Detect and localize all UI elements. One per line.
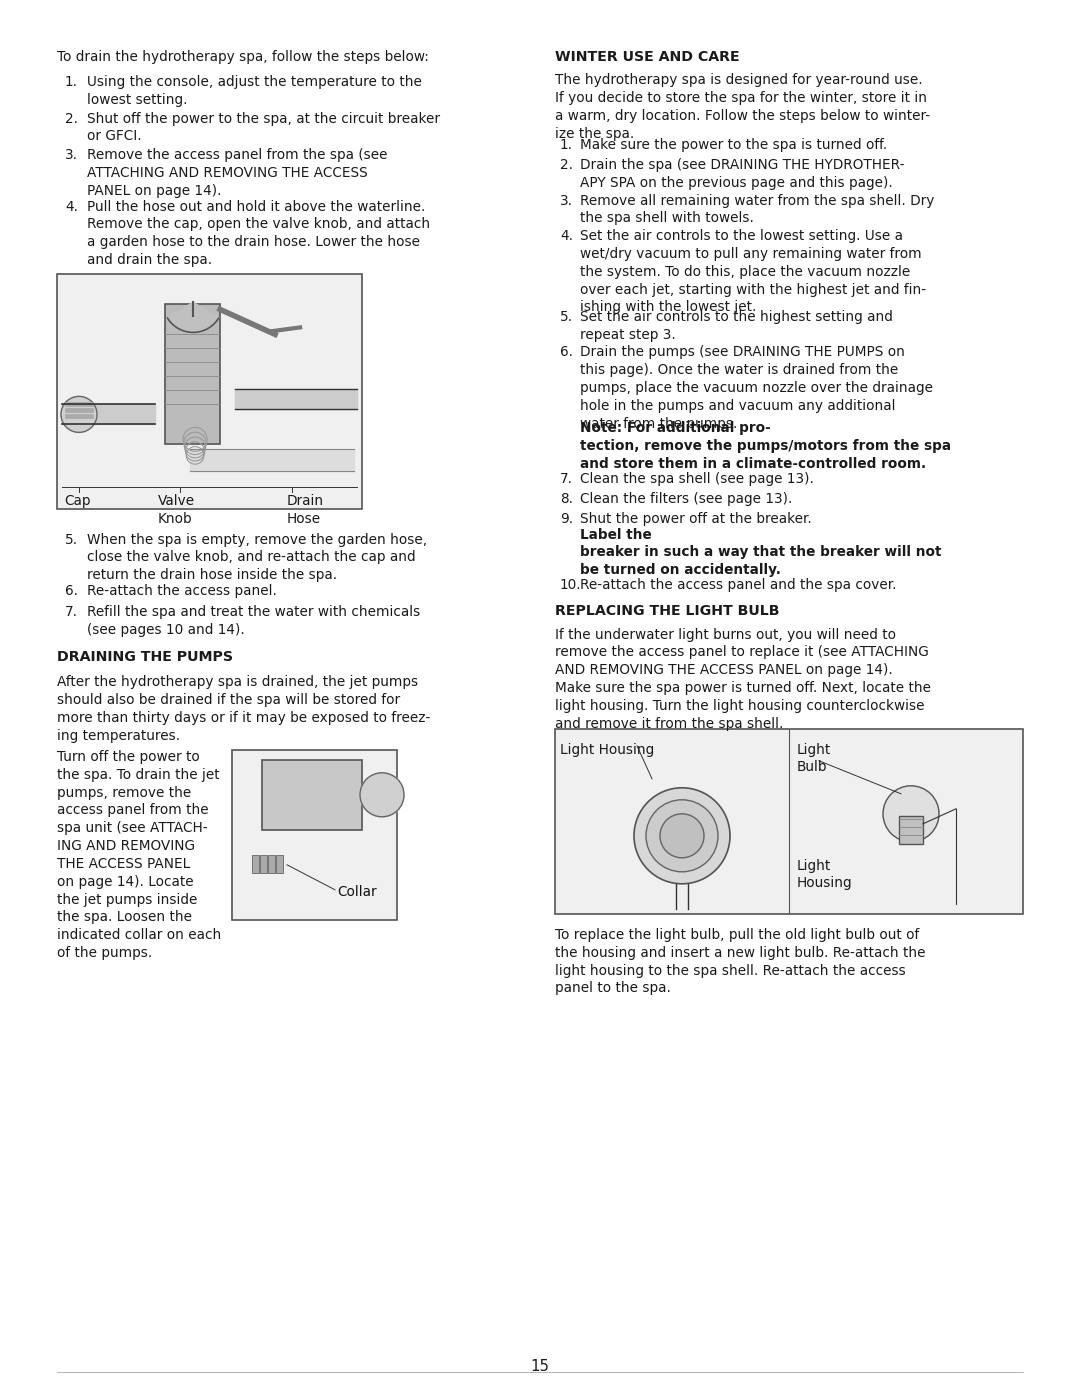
Text: REPLACING THE LIGHT BULB: REPLACING THE LIGHT BULB (555, 605, 780, 619)
Text: To drain the hydrotherapy spa, follow the steps below:: To drain the hydrotherapy spa, follow th… (57, 50, 429, 64)
Text: Clean the filters (see page 13).: Clean the filters (see page 13). (580, 492, 793, 506)
Bar (252, 855, 259, 873)
Text: 3.: 3. (65, 148, 78, 162)
Bar (65, 402, 93, 407)
Text: The hydrotherapy spa is designed for year-round use.
If you decide to store the : The hydrotherapy spa is designed for yea… (555, 73, 930, 141)
Text: Turn off the power to
the spa. To drain the jet
pumps, remove the
access panel f: Turn off the power to the spa. To drain … (57, 750, 221, 960)
Text: 8.: 8. (561, 492, 573, 506)
Text: Collar: Collar (337, 884, 377, 898)
Text: If the underwater light burns out, you will need to
remove the access panel to r: If the underwater light burns out, you w… (555, 627, 931, 731)
Text: When the spa is empty, remove the garden hose,
close the valve knob, and re-atta: When the spa is empty, remove the garden… (87, 532, 427, 583)
Text: Light
Housing: Light Housing (797, 859, 852, 890)
Text: 2.: 2. (561, 158, 573, 172)
Text: Set the air controls to the highest setting and
repeat step 3.: Set the air controls to the highest sett… (580, 310, 893, 342)
Text: Remove the access panel from the spa (see
ATTACHING AND REMOVING THE ACCESS
PANE: Remove the access panel from the spa (se… (87, 148, 388, 198)
Text: 7.: 7. (561, 472, 573, 486)
Circle shape (60, 397, 97, 433)
Bar (165, 305, 220, 444)
Text: Refill the spa and treat the water with chemicals
(see pages 10 and 14).: Refill the spa and treat the water with … (87, 605, 420, 637)
Bar (65, 408, 93, 412)
Text: Drain
Hose: Drain Hose (287, 495, 324, 525)
Text: Shut the power off at the breaker.: Shut the power off at the breaker. (580, 513, 816, 527)
Text: 4.: 4. (561, 229, 573, 243)
Text: Light
Bulb: Light Bulb (797, 743, 832, 774)
Text: Cap: Cap (64, 495, 91, 509)
Text: Remove all remaining water from the spa shell. Dry
the spa shell with towels.: Remove all remaining water from the spa … (580, 194, 934, 225)
Text: Set the air controls to the lowest setting. Use a
wet/dry vacuum to pull any rem: Set the air controls to the lowest setti… (580, 229, 927, 314)
Bar (555, 729, 1023, 914)
Text: 1.: 1. (561, 138, 573, 152)
Circle shape (646, 800, 718, 872)
Text: Light Housing: Light Housing (561, 743, 654, 757)
Text: Pull the hose out and hold it above the waterline.
Remove the cap, open the valv: Pull the hose out and hold it above the … (87, 200, 430, 267)
Text: To replace the light bulb, pull the old light bulb out of
the housing and insert: To replace the light bulb, pull the old … (555, 928, 926, 995)
Circle shape (660, 814, 704, 858)
Text: 1.: 1. (65, 75, 78, 89)
Text: WINTER USE AND CARE: WINTER USE AND CARE (555, 50, 740, 64)
Text: 9.: 9. (561, 513, 573, 527)
Text: Drain the pumps (see DRAINING THE PUMPS on
this page). Once the water is drained: Drain the pumps (see DRAINING THE PUMPS … (580, 345, 933, 430)
Bar (899, 816, 923, 844)
Text: Label the
breaker in such a way that the breaker will not
be turned on accidenta: Label the breaker in such a way that the… (580, 528, 942, 577)
Text: DRAINING THE PUMPS: DRAINING THE PUMPS (57, 650, 233, 664)
Circle shape (360, 773, 404, 817)
Text: 6.: 6. (561, 345, 573, 359)
Text: 2.: 2. (65, 112, 78, 126)
Circle shape (883, 785, 939, 842)
Bar (57, 274, 362, 510)
Text: Re-attach the access panel and the spa cover.: Re-attach the access panel and the spa c… (580, 578, 896, 592)
Text: Clean the spa shell (see page 13).: Clean the spa shell (see page 13). (580, 472, 814, 486)
Text: Re-attach the access panel.: Re-attach the access panel. (87, 584, 276, 598)
Bar (262, 760, 362, 830)
Text: 7.: 7. (65, 605, 78, 619)
Bar (268, 855, 275, 873)
Bar (65, 415, 93, 418)
Text: Make sure the power to the spa is turned off.: Make sure the power to the spa is turned… (580, 138, 888, 152)
Text: After the hydrotherapy spa is drained, the jet pumps
should also be drained if t: After the hydrotherapy spa is drained, t… (57, 675, 430, 743)
Circle shape (634, 788, 730, 884)
Wedge shape (167, 302, 219, 332)
Text: 5.: 5. (65, 532, 78, 546)
Text: Using the console, adjust the temperature to the
lowest setting.: Using the console, adjust the temperatur… (87, 75, 422, 108)
Text: 3.: 3. (561, 194, 573, 208)
Text: 4.: 4. (65, 200, 78, 214)
Text: 5.: 5. (561, 310, 573, 324)
Text: 10.: 10. (561, 578, 582, 592)
Text: Shut off the power to the spa, at the circuit breaker
or GFCI.: Shut off the power to the spa, at the ci… (87, 112, 440, 144)
Bar (232, 750, 397, 919)
Text: 15: 15 (530, 1359, 550, 1375)
Bar (260, 855, 267, 873)
Bar (276, 855, 283, 873)
Text: Note: For additional pro-
tection, remove the pumps/motors from the spa
and stor: Note: For additional pro- tection, remov… (580, 422, 951, 471)
Text: 6.: 6. (65, 584, 78, 598)
Text: Valve
Knob: Valve Knob (158, 495, 195, 525)
Text: Drain the spa (see DRAINING THE HYDROTHER-
APY SPA on the previous page and this: Drain the spa (see DRAINING THE HYDROTHE… (580, 158, 905, 190)
